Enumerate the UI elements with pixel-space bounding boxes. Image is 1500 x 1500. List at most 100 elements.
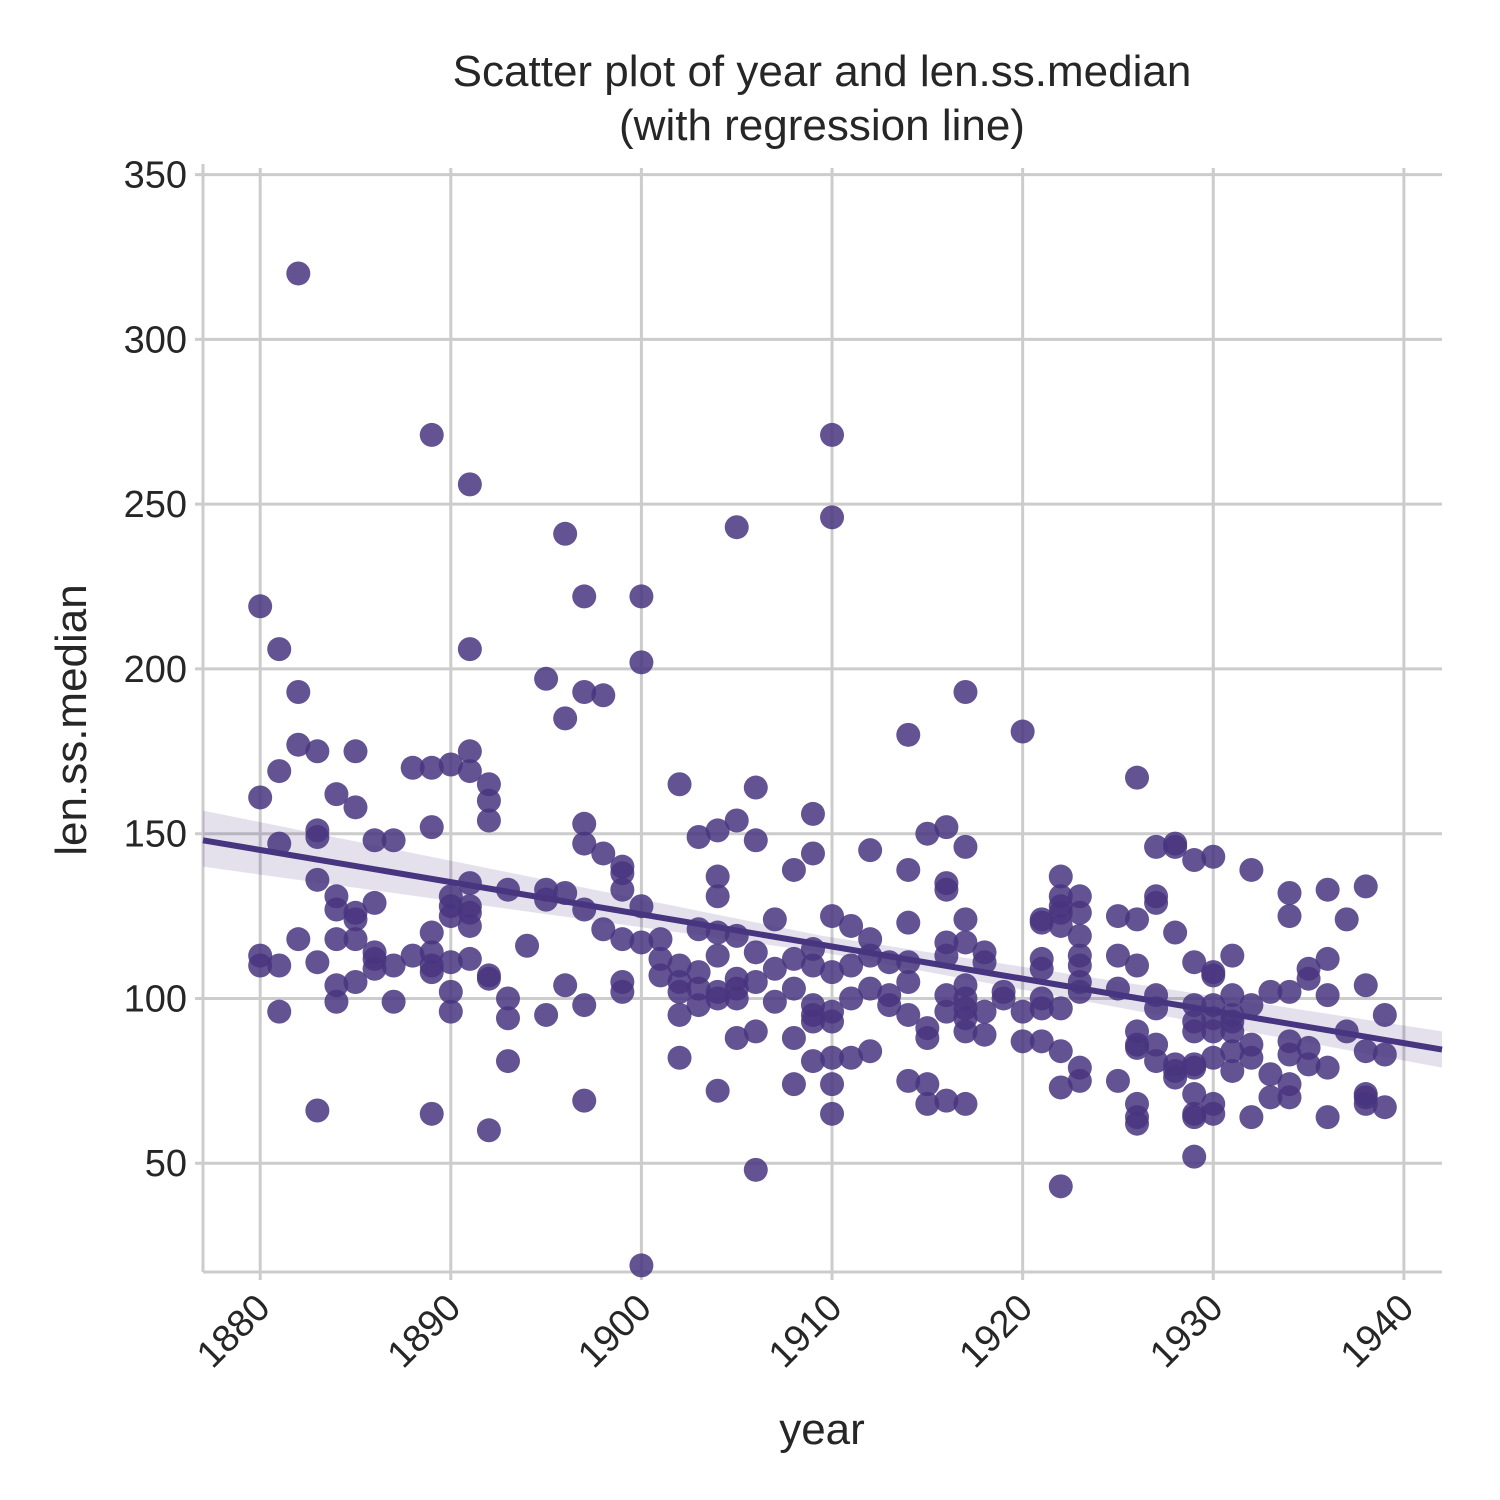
data-point: [1220, 1058, 1245, 1083]
data-point: [1372, 1095, 1397, 1120]
data-point: [400, 943, 425, 968]
data-point: [1296, 1035, 1321, 1060]
data-point: [1182, 950, 1207, 975]
data-point: [934, 999, 959, 1024]
data-point: [762, 989, 787, 1014]
data-point: [1105, 904, 1130, 929]
data-point: [953, 1019, 978, 1044]
data-point: [572, 584, 597, 609]
y-tick-label: 250: [124, 484, 187, 526]
data-point: [1220, 943, 1245, 968]
data-point: [457, 739, 482, 764]
data-point: [820, 960, 845, 985]
data-point: [610, 861, 635, 886]
data-point: [648, 946, 673, 971]
data-point: [839, 1045, 864, 1070]
axis-spines: [201, 164, 1442, 1274]
data-point: [629, 930, 654, 955]
data-point: [686, 976, 711, 1001]
data-point: [362, 956, 387, 981]
x-tick-label: 1920: [952, 1287, 1041, 1376]
data-point: [495, 1006, 520, 1031]
data-point: [1220, 1019, 1245, 1044]
data-point: [1125, 1111, 1150, 1136]
data-point: [572, 993, 597, 1018]
data-point: [362, 890, 387, 915]
data-point: [591, 683, 616, 708]
x-tick-label: 1930: [1142, 1287, 1231, 1376]
data-point: [248, 785, 273, 810]
data-point: [781, 1072, 806, 1097]
data-point: [457, 759, 482, 784]
data-point: [1144, 834, 1169, 859]
data-point: [1182, 1105, 1207, 1130]
data-point: [1029, 956, 1054, 981]
data-point: [1201, 844, 1226, 869]
data-point: [438, 752, 463, 777]
data-point: [286, 261, 311, 286]
data-point: [705, 986, 730, 1011]
data-point: [248, 953, 273, 978]
data-point: [1372, 1042, 1397, 1067]
regression-line-group: [202, 837, 1443, 1053]
data-point: [1105, 943, 1130, 968]
data-point: [724, 808, 749, 833]
data-point: [1277, 979, 1302, 1004]
data-point: [743, 1019, 768, 1044]
data-point: [457, 637, 482, 662]
data-point: [743, 828, 768, 853]
data-point: [610, 877, 635, 902]
data-point: [267, 637, 292, 662]
data-point: [438, 999, 463, 1024]
data-point: [1048, 1039, 1073, 1064]
data-point: [1201, 1101, 1226, 1126]
data-point: [1144, 1049, 1169, 1074]
data-point: [934, 943, 959, 968]
data-points: [248, 261, 1397, 1278]
x-axis-label: year: [779, 1405, 865, 1454]
data-point: [953, 834, 978, 859]
data-point: [591, 917, 616, 942]
data-point: [286, 732, 311, 757]
data-point: [381, 953, 406, 978]
data-point: [1239, 1045, 1264, 1070]
data-point: [1067, 953, 1092, 978]
data-point: [1334, 907, 1359, 932]
data-point: [820, 1072, 845, 1097]
data-point: [629, 584, 654, 609]
data-point: [877, 993, 902, 1018]
data-point: [915, 821, 940, 846]
data-point: [724, 1026, 749, 1051]
data-point: [457, 472, 482, 497]
y-tick-label: 300: [124, 319, 187, 361]
data-point: [762, 907, 787, 932]
data-point: [343, 795, 368, 820]
data-point: [400, 755, 425, 780]
data-point: [476, 966, 501, 991]
data-point: [724, 986, 749, 1011]
data-point: [1258, 1062, 1283, 1087]
data-point: [820, 1101, 845, 1126]
data-point: [610, 927, 635, 952]
data-point: [476, 788, 501, 813]
data-point: [953, 679, 978, 704]
data-point: [800, 1049, 825, 1074]
data-point: [1353, 874, 1378, 899]
data-point: [419, 1101, 444, 1126]
data-point: [858, 976, 883, 1001]
data-point: [438, 950, 463, 975]
data-point: [705, 1078, 730, 1103]
data-point: [1067, 1068, 1092, 1093]
data-point: [1010, 1029, 1035, 1054]
data-point: [953, 1091, 978, 1116]
data-point: [991, 986, 1016, 1011]
data-point: [381, 828, 406, 853]
data-point: [476, 1118, 501, 1143]
data-point: [1182, 1082, 1207, 1107]
data-point: [419, 815, 444, 840]
data-point: [267, 759, 292, 784]
data-point: [553, 521, 578, 546]
data-point: [781, 976, 806, 1001]
data-point: [667, 772, 692, 797]
